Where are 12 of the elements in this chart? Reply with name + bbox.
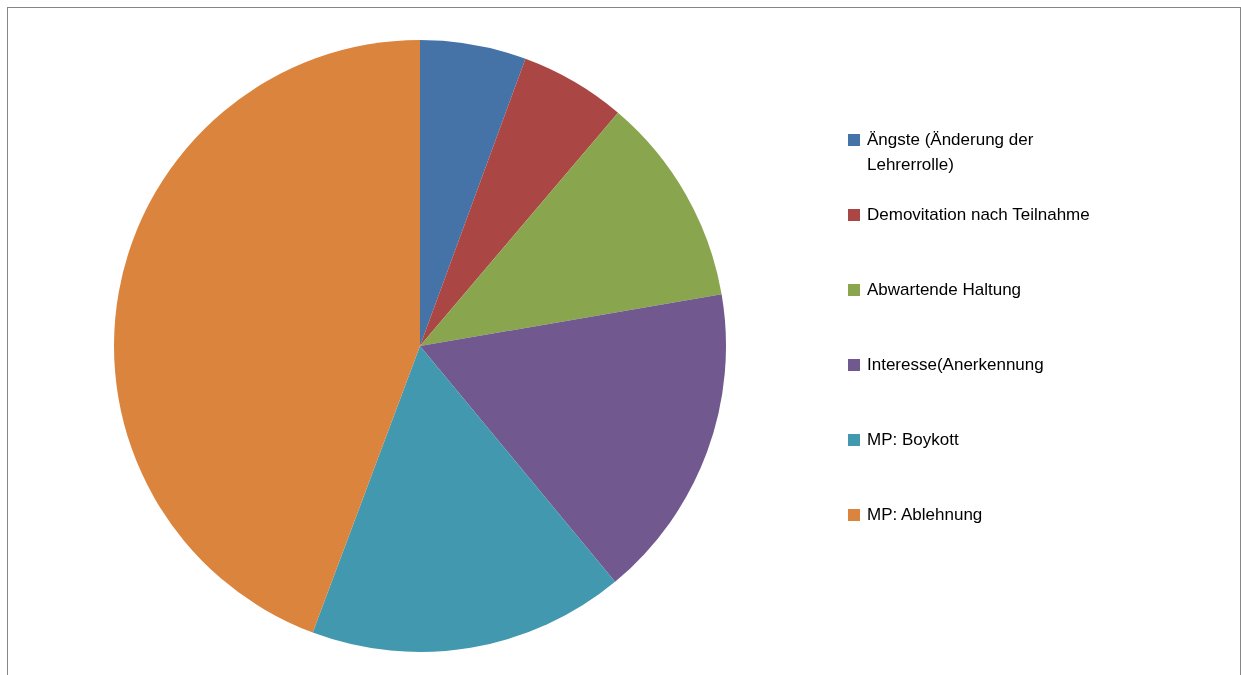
pie-slice [114, 40, 420, 633]
legend-label: Demovitation nach Teilnahme [867, 205, 1090, 224]
legend-label: Ängste (Änderung der Lehrerrolle) [867, 130, 1034, 174]
legend-label: MP: Ablehnung [867, 505, 983, 524]
pie-slice [312, 346, 616, 652]
legend-label: Abwartende Haltung [867, 280, 1022, 299]
pie-slice [420, 40, 526, 346]
legend-label: MP: Boykott [867, 430, 959, 449]
pie-slice [420, 294, 726, 582]
pie-slice [420, 112, 722, 346]
pie-slice [420, 58, 618, 346]
legend-label: Interesse(Anerkennung [867, 355, 1044, 374]
